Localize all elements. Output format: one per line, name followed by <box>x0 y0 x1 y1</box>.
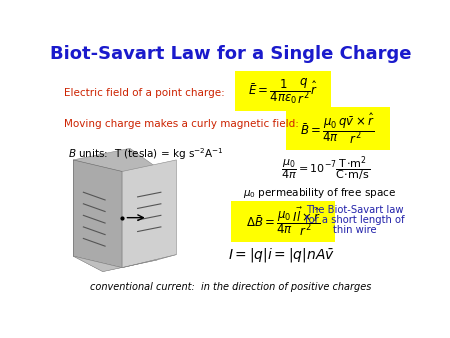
Text: Biot-Savart Law for a Single Charge: Biot-Savart Law for a Single Charge <box>50 45 411 64</box>
Text: for a short length of: for a short length of <box>305 215 405 225</box>
FancyBboxPatch shape <box>231 201 335 242</box>
FancyBboxPatch shape <box>234 71 331 112</box>
Text: conventional current:  in the direction of positive charges: conventional current: in the direction o… <box>90 282 371 292</box>
Text: Electric field of a point charge:: Electric field of a point charge: <box>64 88 225 98</box>
Polygon shape <box>73 148 157 271</box>
Polygon shape <box>73 255 176 271</box>
Text: thin wire: thin wire <box>333 225 377 235</box>
Text: $I = |q|i = |q|nA\bar{v}$: $I = |q|i = |q|nA\bar{v}$ <box>228 246 334 264</box>
FancyBboxPatch shape <box>286 107 390 150</box>
Polygon shape <box>122 160 176 268</box>
Polygon shape <box>73 160 122 268</box>
Text: $\it{B}$ units:  T (tesla) = kg s$^{-2}$A$^{-1}$: $\it{B}$ units: T (tesla) = kg s$^{-2}$A… <box>68 147 224 163</box>
Text: The Biot-Savart law: The Biot-Savart law <box>306 205 403 215</box>
Text: $\Delta\bar{B}=\dfrac{\mu_0}{4\pi}\dfrac{I\vec{l}\times\hat{r}}{r^2}$: $\Delta\bar{B}=\dfrac{\mu_0}{4\pi}\dfrac… <box>246 205 321 238</box>
Text: $\dfrac{\mu_0}{4\pi}=10^{-7}\dfrac{\mathrm{T\!\cdot\!m^2}}{\mathrm{C\!\cdot\!m/s: $\dfrac{\mu_0}{4\pi}=10^{-7}\dfrac{\math… <box>281 155 371 185</box>
Text: Moving charge makes a curly magnetic field:: Moving charge makes a curly magnetic fie… <box>64 119 299 129</box>
Text: $\bar{E}=\dfrac{1}{4\pi\varepsilon_0}\dfrac{q}{r^2}\hat{r}$: $\bar{E}=\dfrac{1}{4\pi\varepsilon_0}\df… <box>248 77 317 106</box>
Text: $\bar{B}=\dfrac{\mu_0}{4\pi}\dfrac{q\bar{v}\times\hat{r}}{r^2}$: $\bar{B}=\dfrac{\mu_0}{4\pi}\dfrac{q\bar… <box>300 111 375 146</box>
Text: $\mu_0$ permeability of free space: $\mu_0$ permeability of free space <box>243 186 396 200</box>
